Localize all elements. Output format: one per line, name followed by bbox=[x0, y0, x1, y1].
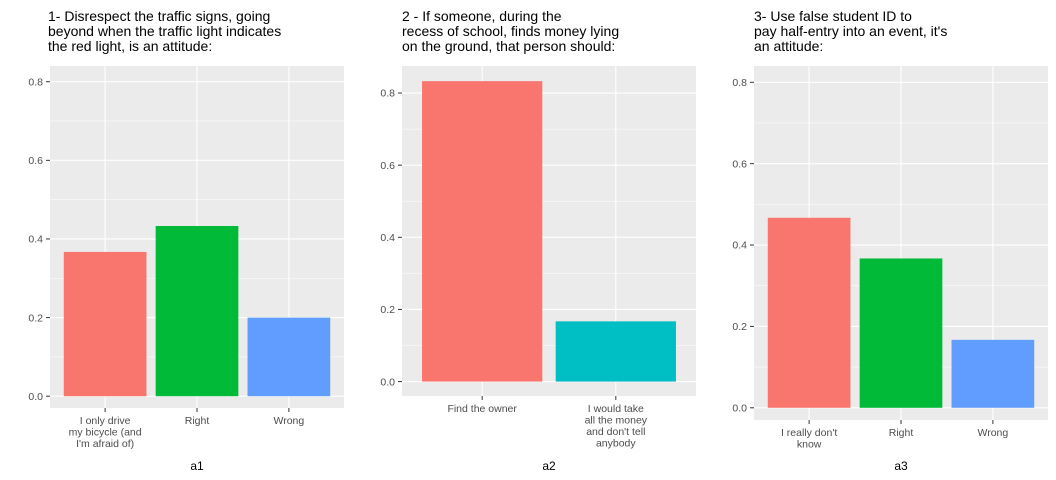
y-tick-label: 0.0 bbox=[380, 376, 395, 388]
x-tick-label: I'm afraid of) bbox=[76, 438, 134, 450]
bar bbox=[247, 317, 331, 397]
y-tick-label: 0.0 bbox=[28, 391, 43, 403]
chart-title-line: an attitude: bbox=[754, 38, 823, 54]
chart-title-line: recess of school, finds money lying bbox=[402, 23, 619, 39]
x-axis-title: a2 bbox=[542, 459, 556, 473]
chart-title-line: on the ground, that person should: bbox=[402, 38, 615, 54]
x-tick-label: know bbox=[797, 439, 822, 451]
x-tick-label: my bicycle (and bbox=[69, 427, 142, 439]
x-tick-label: all the money bbox=[585, 415, 648, 427]
bar bbox=[422, 81, 543, 382]
bar bbox=[63, 251, 147, 397]
chart-title-line: beyond when the traffic light indicates bbox=[48, 23, 281, 39]
y-tick-label: 0.4 bbox=[380, 232, 395, 244]
x-axis-title: a3 bbox=[894, 459, 908, 473]
chart-title-line: the red light, is an attitude: bbox=[48, 38, 212, 54]
x-tick-label: I would take bbox=[588, 403, 644, 415]
chart-title-line: pay half-entry into an event, it's bbox=[754, 23, 947, 39]
bar bbox=[859, 258, 943, 408]
y-tick-label: 0.8 bbox=[380, 88, 395, 100]
x-tick-label: Right bbox=[889, 427, 914, 439]
x-tick-label: anybody bbox=[596, 438, 636, 450]
bar bbox=[555, 321, 676, 382]
y-tick-label: 0.6 bbox=[28, 155, 43, 167]
y-tick-label: 0.8 bbox=[28, 76, 43, 88]
y-tick-label: 0.4 bbox=[732, 240, 747, 252]
chart-title-line: 3- Use false student ID to bbox=[754, 8, 912, 24]
y-tick-label: 0.0 bbox=[732, 402, 747, 414]
chart-title-line: 2 - If someone, during the bbox=[402, 8, 562, 24]
chart-title-line: 1- Disrespect the traffic signs, going bbox=[48, 8, 270, 24]
bar bbox=[155, 225, 239, 397]
x-tick-label: I really don't bbox=[781, 427, 837, 439]
x-tick-label: Wrong bbox=[978, 427, 1009, 439]
x-tick-label: Find the owner bbox=[447, 403, 517, 415]
y-tick-label: 0.6 bbox=[732, 158, 747, 170]
y-tick-label: 0.4 bbox=[28, 234, 43, 246]
x-tick-label: Right bbox=[185, 415, 210, 427]
bar bbox=[767, 217, 851, 408]
x-axis-title: a1 bbox=[190, 459, 204, 473]
x-tick-label: and don't tell bbox=[586, 426, 645, 438]
bar bbox=[951, 339, 1035, 408]
x-tick-label: I only drive bbox=[80, 415, 131, 427]
y-tick-label: 0.6 bbox=[380, 160, 395, 172]
y-tick-label: 0.2 bbox=[732, 321, 747, 333]
y-tick-label: 0.2 bbox=[28, 312, 43, 324]
chart-panel-1: 1- Disrespect the traffic signs, goingbe… bbox=[28, 8, 344, 473]
y-tick-label: 0.8 bbox=[732, 77, 747, 89]
y-tick-label: 0.2 bbox=[380, 304, 395, 316]
x-tick-label: Wrong bbox=[274, 415, 305, 427]
